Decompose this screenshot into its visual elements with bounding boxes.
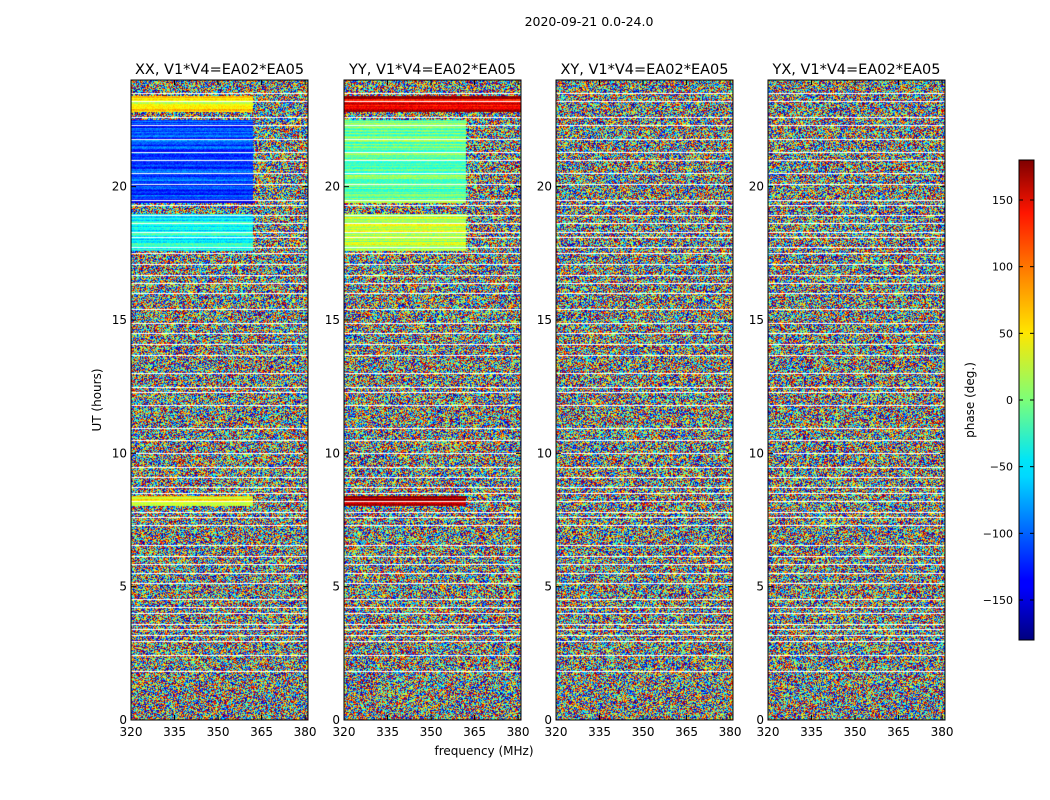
y-tick-label: 5 (544, 580, 552, 594)
panel-yx: YX, V1*V4=EA02*EA05 320 335 350 365 380 0 5 10 15… (749, 62, 954, 739)
y-tick-label: 5 (119, 580, 127, 594)
x-tick-label: 380 (931, 725, 954, 739)
colorbar: −150 −100 −50 0 50 100 150 phase (deg.) (963, 159, 1035, 641)
x-tick-label: 335 (588, 725, 611, 739)
x-tick-label: 350 (207, 725, 230, 739)
x-tick-label: 335 (163, 725, 186, 739)
y-tick-label: 20 (749, 180, 764, 194)
x-axis-label: frequency (MHz) (434, 744, 533, 758)
y-tick-label: 10 (537, 446, 552, 460)
colorbar-tick-label: 50 (999, 327, 1013, 340)
x-tick-label: 365 (675, 725, 698, 739)
y-tick-label: 10 (749, 446, 764, 460)
y-tick-label: 15 (112, 313, 127, 327)
x-tick-label: 350 (844, 725, 867, 739)
y-tick-label: 0 (119, 713, 127, 727)
colorbar-tick-label: 150 (992, 194, 1013, 207)
panel-title: XX, V1*V4=EA02*EA05 (135, 62, 304, 78)
y-tick-label: 20 (325, 180, 340, 194)
panel-frame (767, 79, 946, 721)
panel-title: XY, V1*V4=EA02*EA05 (560, 62, 728, 78)
y-axis-label: UT (hours) (90, 368, 104, 431)
panel-title: YY, V1*V4=EA02*EA05 (348, 62, 516, 78)
colorbar-ticks: −150 −100 −50 0 50 100 150 (983, 194, 1034, 607)
y-tick-label: 15 (537, 313, 552, 327)
panel-frame (130, 79, 309, 721)
x-tick-label: 380 (507, 725, 530, 739)
x-tick-label: 320 (333, 725, 356, 739)
colorbar-tick-label: −150 (983, 594, 1013, 607)
x-tick-label: 365 (250, 725, 273, 739)
y-tick-label: 15 (749, 313, 764, 327)
colorbar-tick-label: 100 (992, 261, 1013, 274)
x-tick-label: 365 (463, 725, 486, 739)
x-tick-label: 335 (376, 725, 399, 739)
colorbar-tick-label: −50 (990, 461, 1013, 474)
x-tick-label: 320 (120, 725, 143, 739)
panels-group: XX, V1*V4=EA02*EA05 320 335 350 365 380 0 5 10 15… (112, 62, 954, 739)
x-tick-label: 335 (800, 725, 823, 739)
y-tick-label: 0 (332, 713, 340, 727)
y-tick-label: 20 (537, 180, 552, 194)
x-tick-label: 380 (719, 725, 742, 739)
panel-xx: XX, V1*V4=EA02*EA05 320 335 350 365 380 0 5 10 15… (112, 62, 317, 739)
x-tick-label: 350 (632, 725, 655, 739)
panel-title: YX, V1*V4=EA02*EA05 (771, 62, 940, 78)
y-tick-label: 15 (325, 313, 340, 327)
x-tick-label: 350 (420, 725, 443, 739)
colorbar-tick-label: −100 (983, 527, 1013, 540)
panel-xy: XY, V1*V4=EA02*EA05 320 335 350 365 380 0 5 10 15… (537, 62, 742, 739)
figure-title: 2020-09-21 0.0-24.0 (525, 14, 654, 29)
y-tick-label: 5 (332, 580, 340, 594)
x-tick-label: 365 (887, 725, 910, 739)
y-tick-label: 10 (325, 446, 340, 460)
colorbar-tick-label: 0 (1006, 394, 1013, 407)
panel-yy: YY, V1*V4=EA02*EA05 320 335 350 365 380 0 5 10 15… (325, 62, 530, 739)
x-tick-label: 320 (757, 725, 780, 739)
y-tick-label: 10 (112, 446, 127, 460)
y-tick-label: 0 (544, 713, 552, 727)
y-tick-label: 5 (756, 580, 764, 594)
x-tick-label: 320 (545, 725, 568, 739)
y-tick-label: 20 (112, 180, 127, 194)
colorbar-label: phase (deg.) (963, 362, 977, 438)
y-tick-label: 0 (756, 713, 764, 727)
x-tick-label: 380 (294, 725, 317, 739)
panel-frame (343, 79, 522, 721)
panel-frame (555, 79, 734, 721)
